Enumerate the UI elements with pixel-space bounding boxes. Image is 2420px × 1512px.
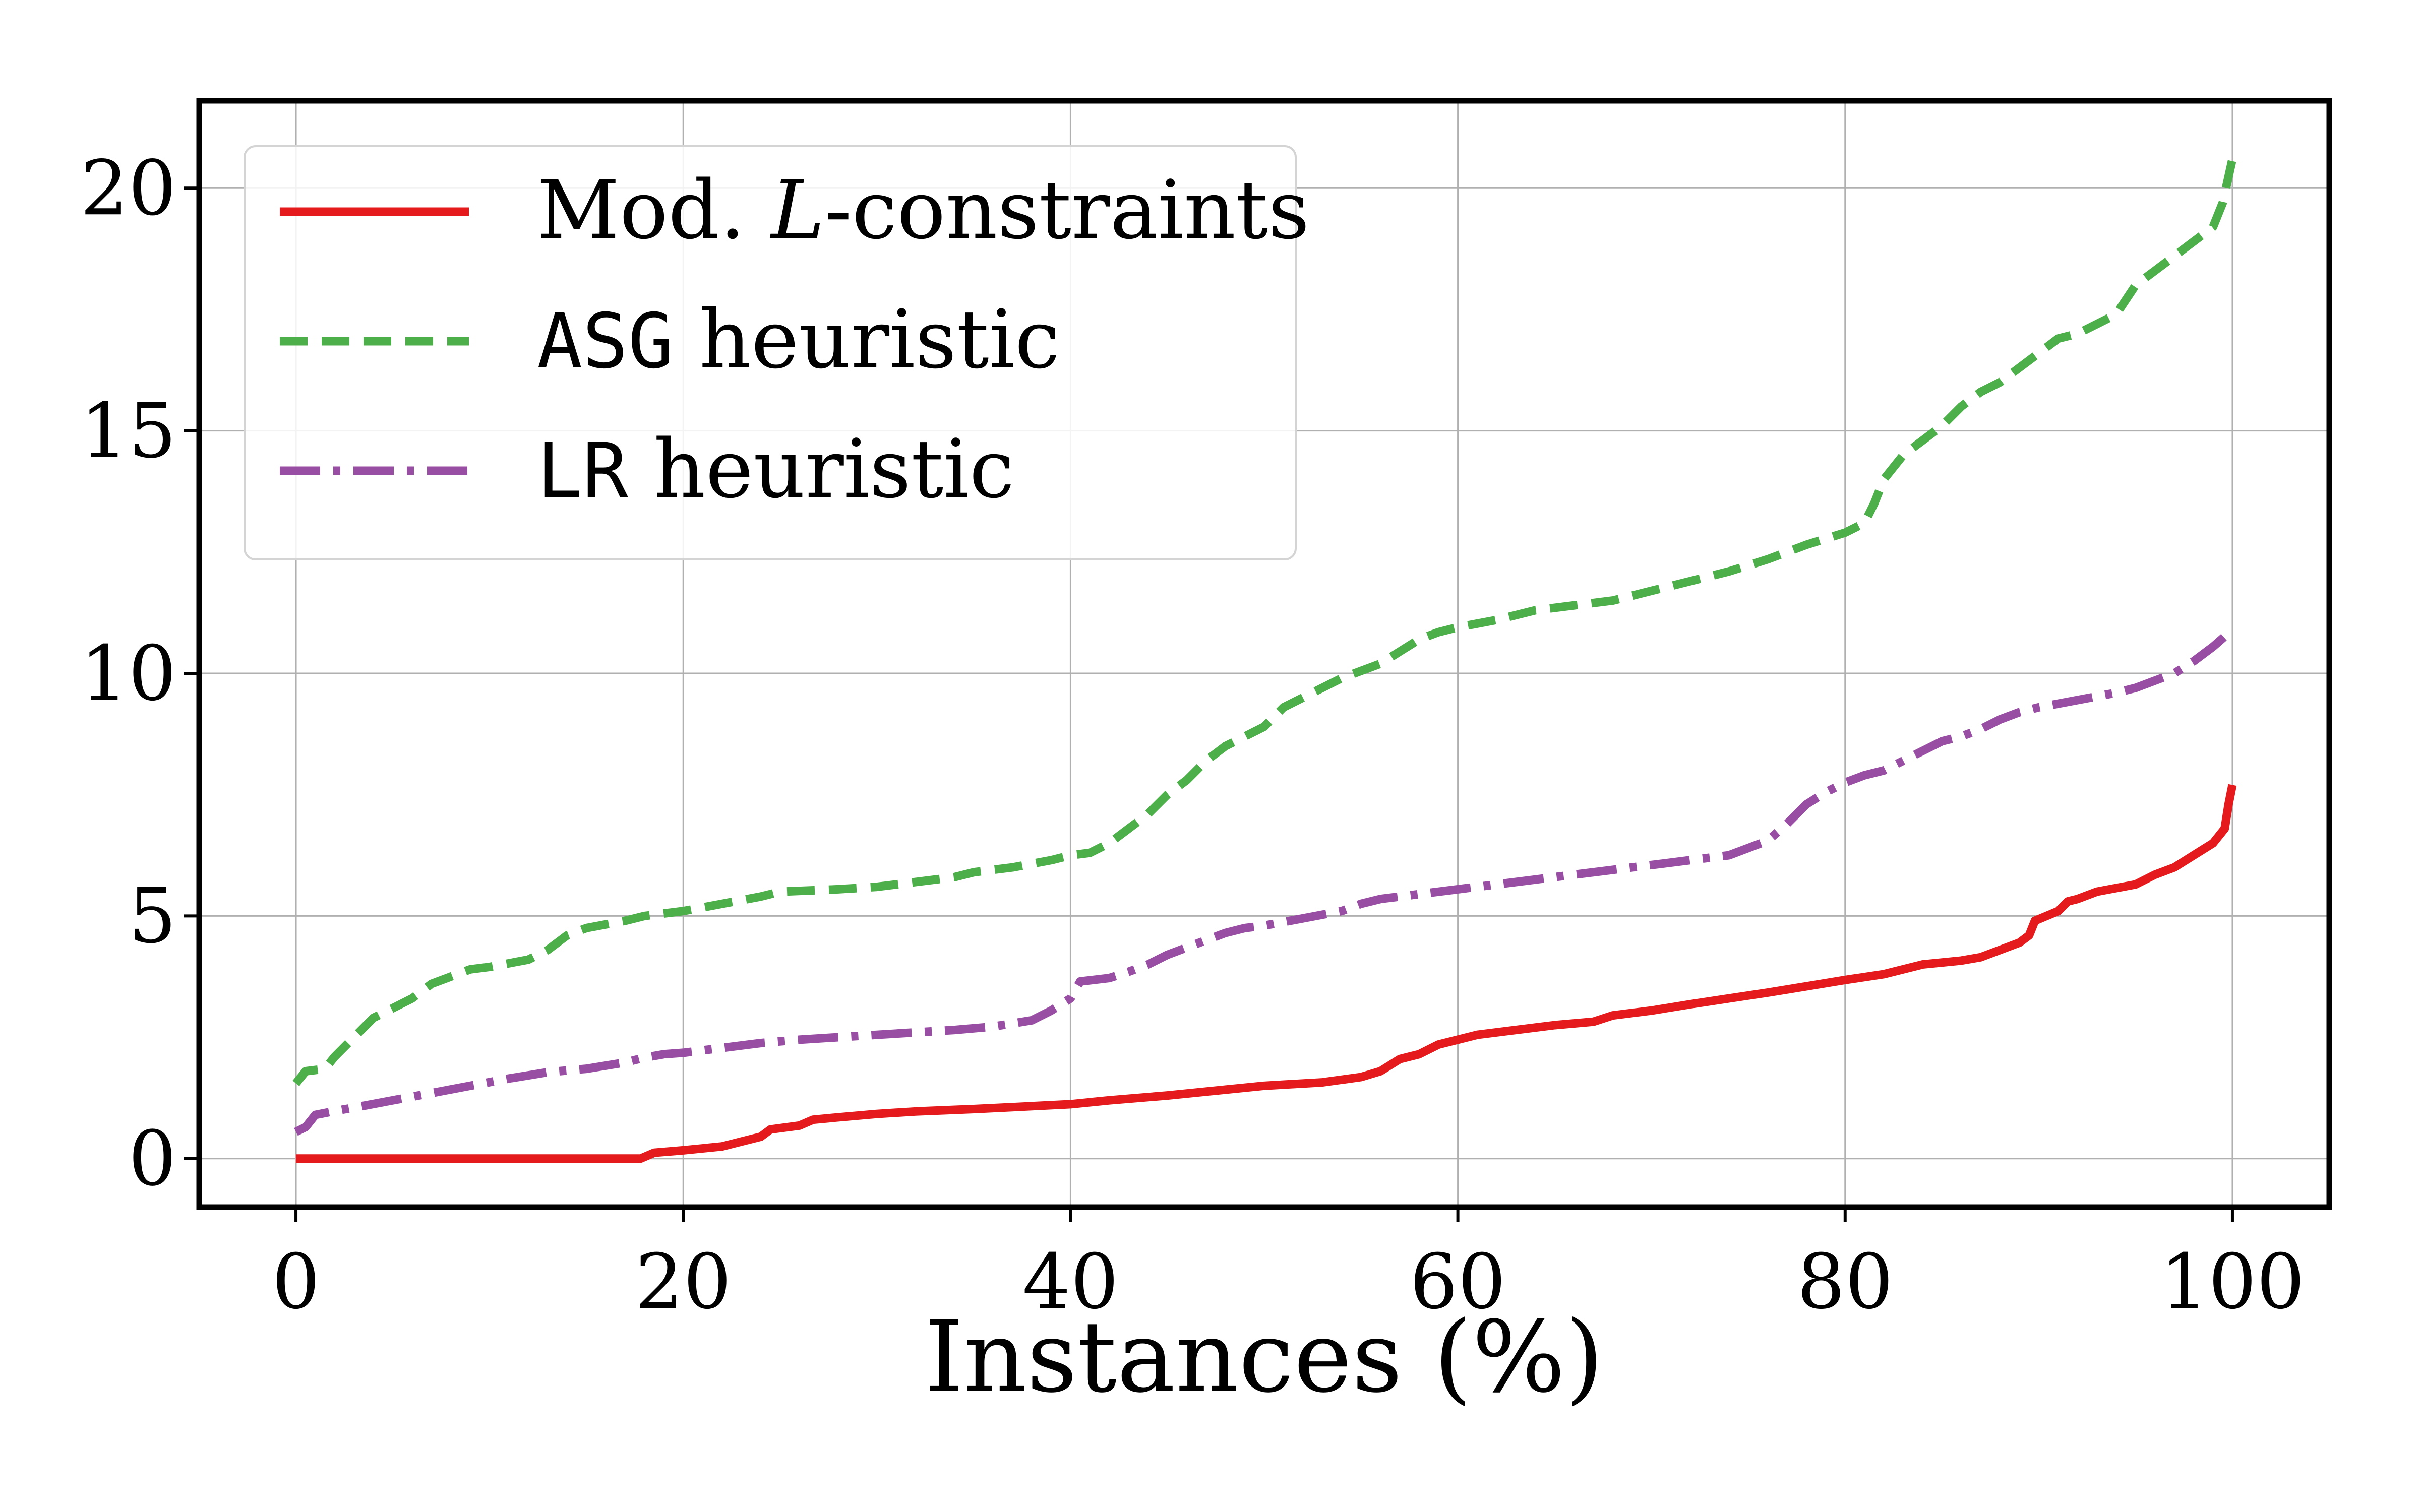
ticks: 0 20 40 60 80 100 0 5 10 15 20 [80, 145, 2305, 1326]
legend-box [244, 145, 1297, 560]
series-layer [292, 158, 2237, 1163]
y-tick-label: 20 [80, 145, 176, 232]
x-tick-label: 40 [1022, 1238, 1119, 1326]
x-tick-label: 60 [1410, 1238, 1506, 1326]
x-tick-label: 80 [1797, 1238, 1893, 1326]
x-tick-label: 20 [635, 1238, 732, 1326]
legend-label-part: LR [537, 427, 628, 515]
series-line-2 [294, 626, 2235, 1136]
y-tick-label: 0 [129, 1115, 176, 1203]
legend-label-2: LR heuristic [537, 422, 1014, 516]
legend-label-part: Mod. [537, 163, 771, 257]
legend-label-part: -constraints [825, 163, 1310, 257]
series-line-1 [292, 158, 2237, 1086]
legend-label-part: heuristic [674, 292, 1060, 387]
series-line-0 [296, 784, 2237, 1163]
y-tick-label: 5 [129, 872, 176, 960]
x-axis-title: Instances (%) [925, 1300, 1604, 1414]
x-tick-label: 0 [272, 1238, 320, 1326]
y-tick-label: 10 [80, 630, 176, 718]
legend-label-1: ASG heuristic [537, 292, 1060, 387]
y-tick-label: 15 [80, 388, 176, 475]
legend-label-part: ASG [537, 298, 674, 386]
plot-frame [196, 98, 2332, 1210]
legend-label-part: L [769, 163, 824, 257]
x-tick-label: 100 [2160, 1238, 2305, 1326]
legend-label-part: heuristic [628, 422, 1014, 516]
legend-label-0: Mod. L-constraints [537, 163, 1310, 257]
